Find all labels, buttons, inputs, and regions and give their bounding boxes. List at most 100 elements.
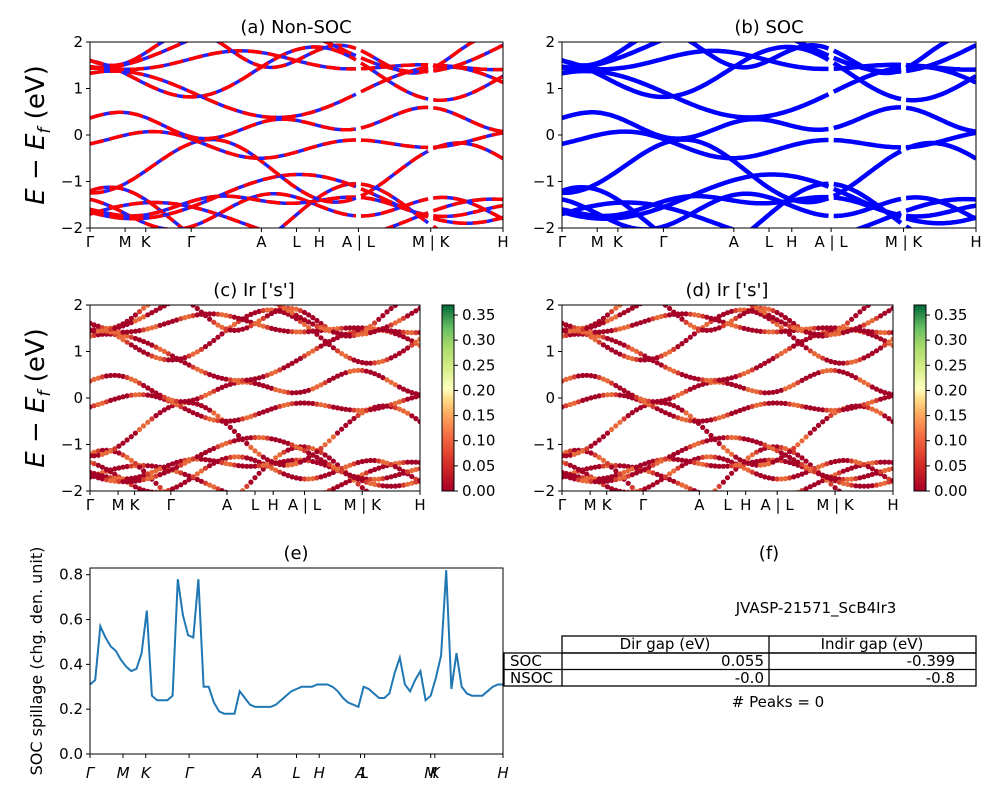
band-point [836,407,842,413]
band-point [405,345,411,351]
band-point [380,499,385,504]
band-point [136,380,143,386]
band-point [405,313,411,319]
band-point [405,469,411,475]
band-point [141,314,147,320]
k-label: K [130,496,141,514]
band-point [199,511,204,516]
band-point [609,486,615,491]
band-point [650,316,656,322]
colorbar-tick-label: 0.00 [934,482,967,500]
band-point [650,404,656,410]
band-point [396,350,402,356]
band-point [724,320,731,327]
band-point [870,502,875,507]
band-point [235,432,242,439]
band-point [157,472,163,478]
band-point [617,385,623,391]
band-point [268,459,275,465]
band-point [642,293,647,298]
band-point [116,329,122,335]
band-point [878,410,884,416]
band-point [264,457,270,463]
band-point [625,307,631,313]
band-point [145,326,151,332]
band-point [720,377,727,383]
band-point [762,329,768,335]
band-point [396,406,402,412]
band-point [207,407,213,413]
band-point [376,465,382,471]
band-point [108,372,114,379]
band-point [762,360,768,366]
band-line [90,105,503,141]
band-line [90,137,503,204]
band-point [343,353,349,359]
band-point [675,392,681,398]
band-point [264,435,270,441]
band-point [724,310,731,316]
band-point [132,430,138,436]
band-point [334,484,341,490]
band-point [654,360,660,366]
band-point [811,371,818,377]
band-point [832,359,838,366]
band-point [799,461,805,468]
band-point [413,391,419,397]
band-point [778,450,784,456]
band-point [704,454,710,460]
band-point [828,325,834,331]
band-point [145,476,151,482]
band-point [836,470,842,476]
band-point [671,346,677,352]
band-point [326,488,332,491]
band-point [658,477,664,483]
band-point [141,423,147,429]
band-point [405,501,410,506]
band-point [301,444,308,450]
band-point [662,474,669,480]
k-label: Γ [86,496,95,514]
band-point [380,375,386,381]
band-point [592,464,598,470]
y-tick-label: 0 [545,389,555,407]
band-point [671,394,677,400]
band-point [762,462,768,468]
band-point [824,357,830,363]
band-point [235,327,242,333]
band-point [820,368,826,375]
band-point [256,308,262,314]
band-point [791,461,797,467]
band-point [621,387,627,394]
band-point [124,393,130,399]
band-point [567,375,573,381]
band-point [343,470,349,477]
band-point [103,399,110,405]
band-point [675,405,681,411]
band-point [621,393,627,399]
band-point [355,325,361,331]
band-point [227,327,233,333]
band-point [141,327,147,333]
band-point [782,446,789,452]
band-point [853,464,859,470]
band-point [136,316,143,322]
band-point [832,458,838,465]
band-point [194,401,200,407]
band-point [878,501,883,506]
band-point [749,307,755,313]
band-point [396,384,402,390]
band-point [745,405,751,411]
band-point [91,473,97,480]
y-tick-label: 0 [545,126,555,144]
band-point [588,465,594,471]
band-point [281,502,286,507]
band-point [857,357,863,363]
band-point [301,448,308,454]
band-point [658,398,664,404]
band-point [178,462,184,468]
band-point [182,360,188,366]
band-point [380,404,386,410]
band-line [90,49,503,72]
band-point [720,444,727,450]
